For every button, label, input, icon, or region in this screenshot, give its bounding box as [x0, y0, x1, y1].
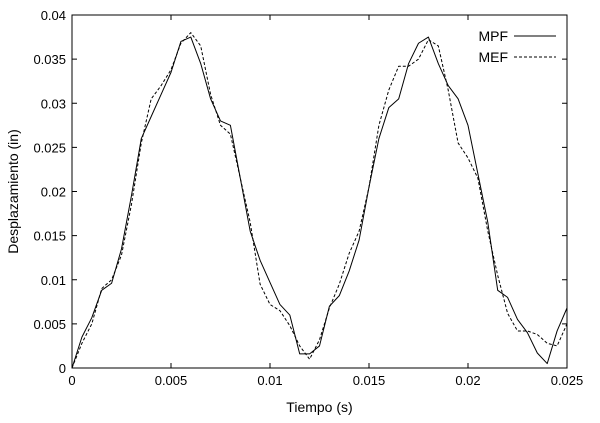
x-tick-labels: 0 0.005 0.01 0.015 0.02 0.025: [68, 373, 583, 388]
legend-label-mef: MEF: [478, 49, 508, 65]
y-axis-title: Desplazamiento (in): [5, 129, 21, 254]
y-tick-label: 0.02: [41, 185, 66, 200]
y-tick-label: 0.04: [41, 8, 66, 23]
series-line-mef: [71, 32, 568, 369]
y-tick-label: 0.01: [41, 273, 66, 288]
legend-label-mpf: MPF: [478, 28, 508, 44]
x-tick-label: 0.01: [257, 373, 282, 388]
plot-frame: [71, 14, 568, 369]
y-tick-label: 0.005: [33, 317, 66, 332]
y-tick-label: 0: [59, 361, 66, 376]
legend: MPF MEF: [478, 28, 556, 65]
x-tick-label: 0.015: [353, 373, 386, 388]
x-tick-label: 0: [68, 373, 75, 388]
x-tick-label: 0.02: [455, 373, 480, 388]
y-tick-label: 0.015: [33, 229, 66, 244]
y-tick-label: 0.03: [41, 96, 66, 111]
axis-ticks: [71, 14, 568, 369]
series-layer: [71, 32, 568, 369]
series-line-mpf: [71, 36, 568, 369]
y-tick-label: 0.025: [33, 140, 66, 155]
y-tick-labels: 0 0.005 0.01 0.015 0.02 0.025 0.03 0.035 0.04: [33, 8, 66, 376]
x-tick-label: 0.025: [551, 373, 584, 388]
y-tick-label: 0.035: [33, 52, 66, 67]
x-axis-title: Tiempo (s): [286, 399, 352, 415]
x-tick-label: 0.005: [155, 373, 188, 388]
